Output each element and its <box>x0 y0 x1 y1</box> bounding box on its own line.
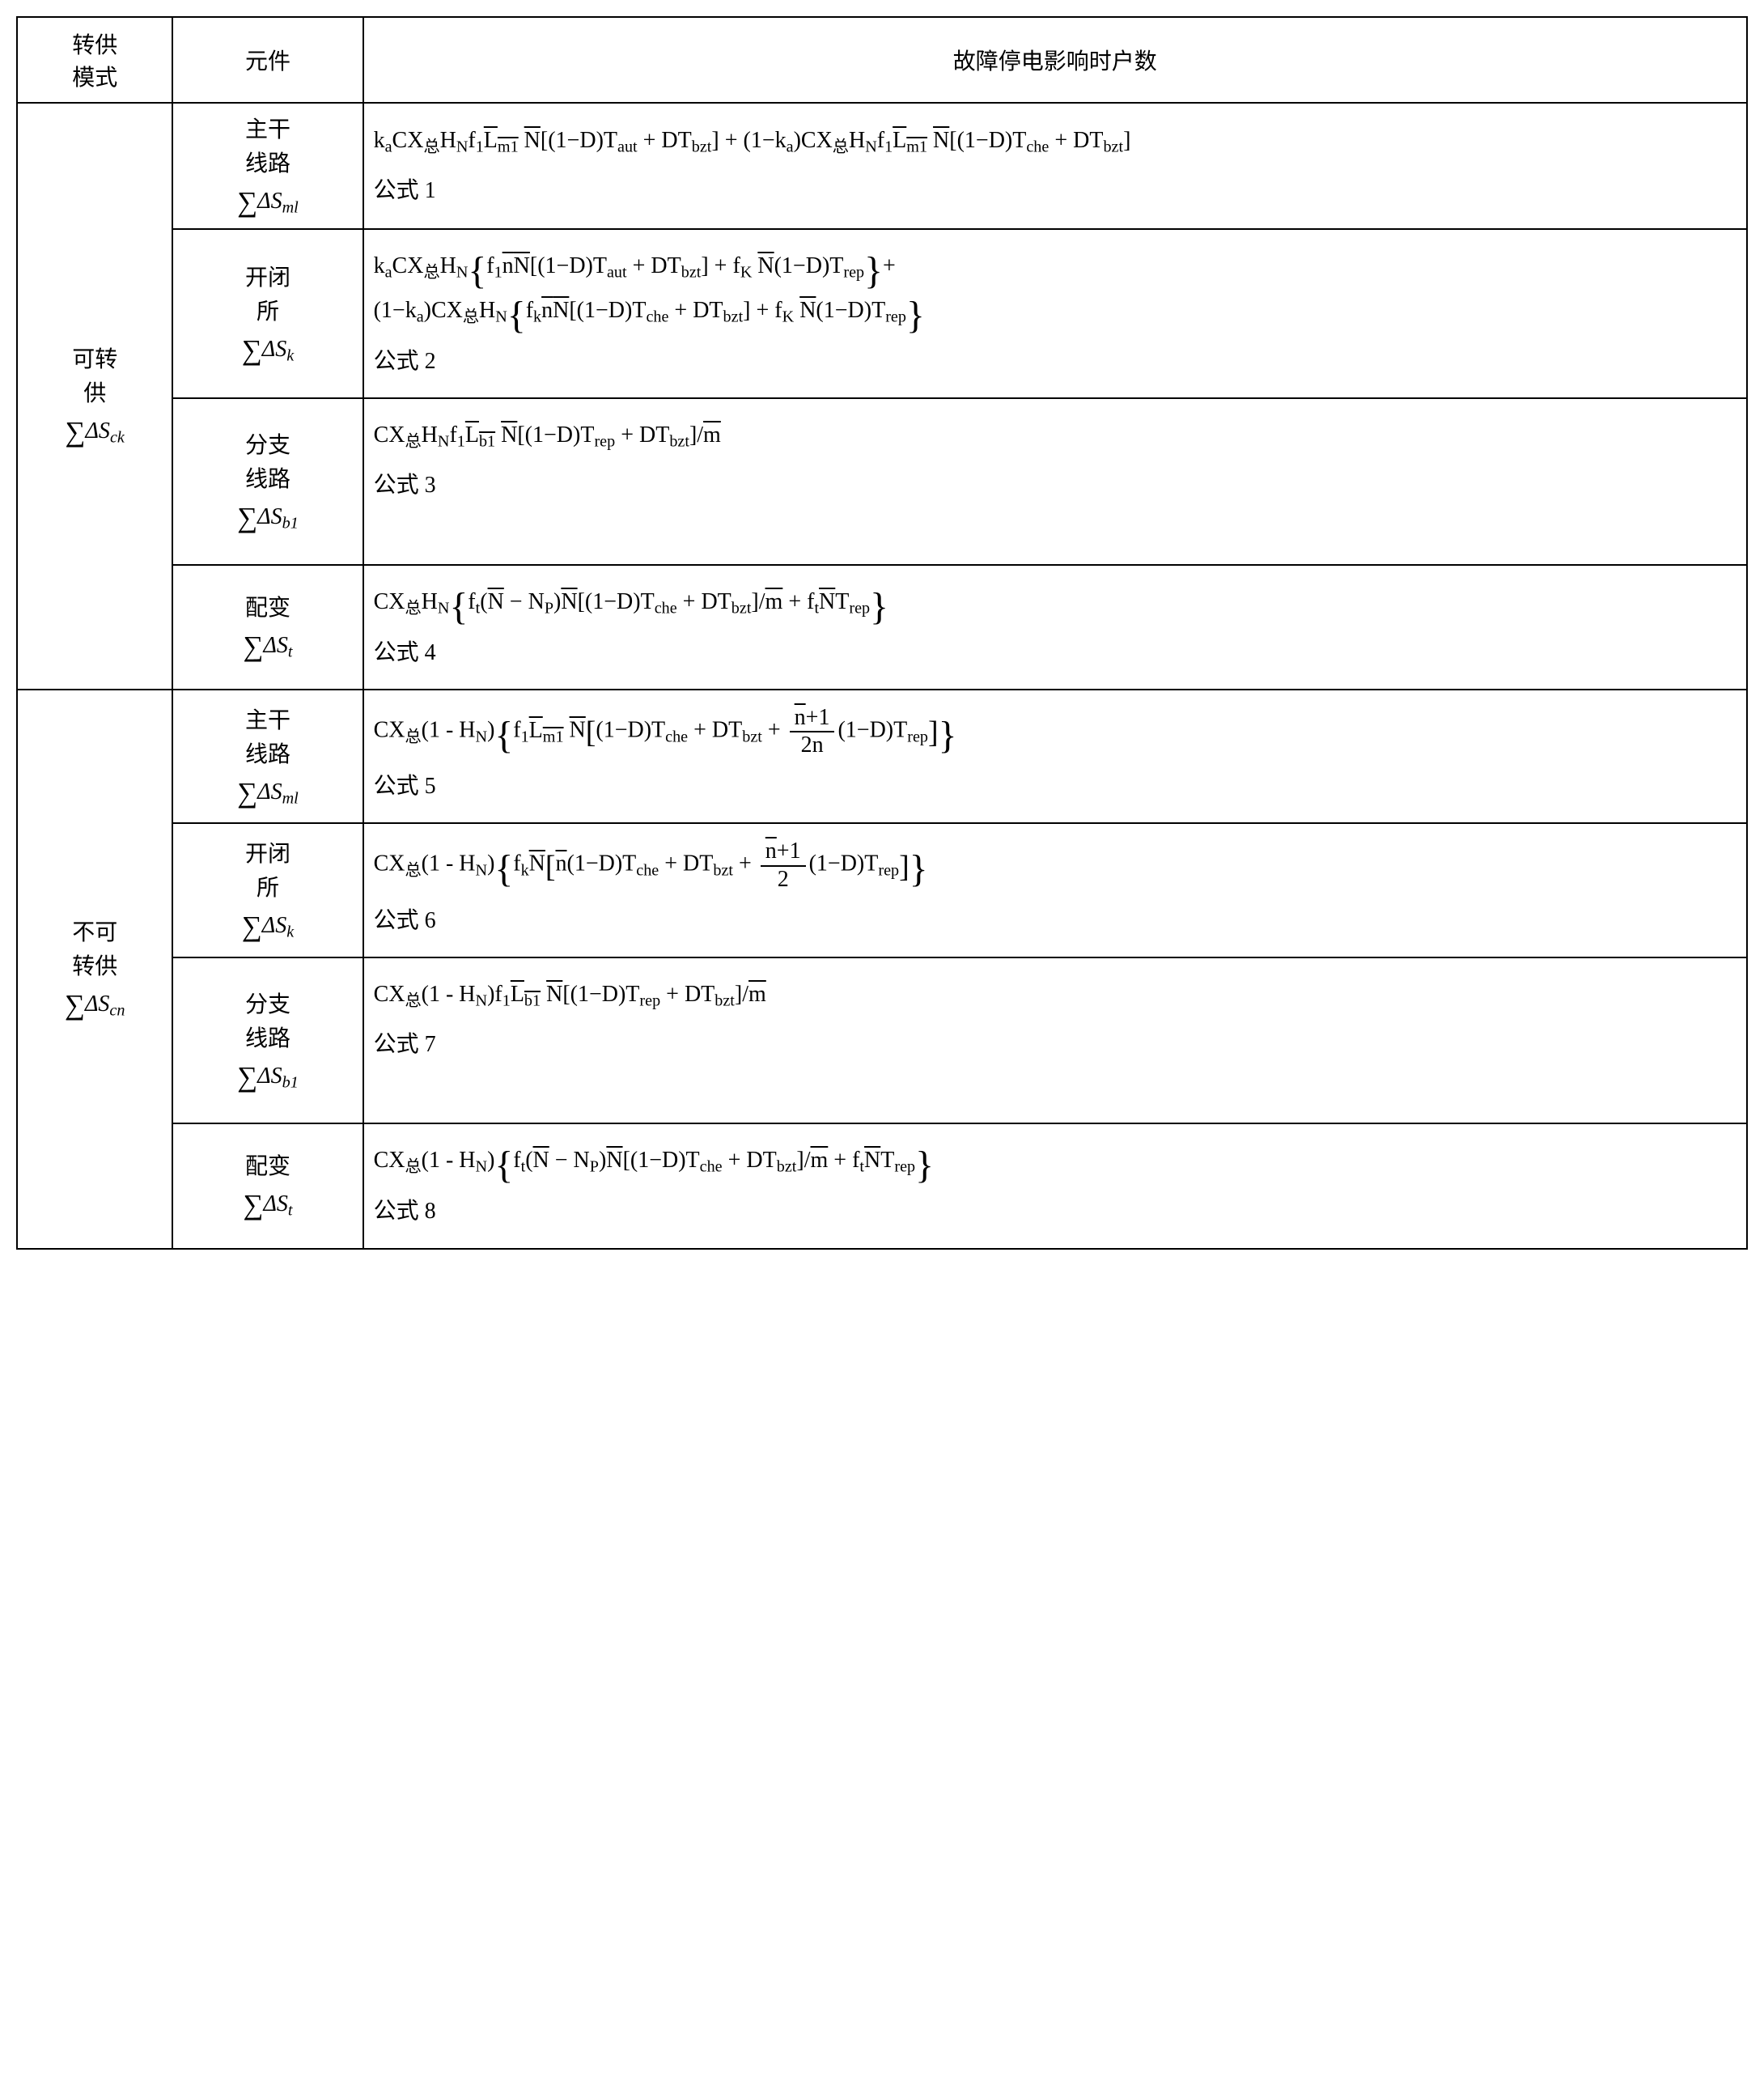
component-label: 配变 <box>180 1150 355 1184</box>
component-cell-branch-line: 分支 线路 ∑ΔSb1 <box>172 398 363 564</box>
formula-expression: CX总(1 - HN){ft(N − NP)N[(1−D)Tche + DTbz… <box>374 1139 1736 1183</box>
component-label: 配变 <box>180 592 355 626</box>
col-header-mode: 转供 模式 <box>17 17 172 103</box>
formula-label: 公式 2 <box>374 340 1736 383</box>
component-cell-switch: 开闭 所 ∑ΔSk <box>172 229 363 398</box>
formula-cell-4: CX总HN{ft(N − NP)N[(1−D)Tche + DTbzt]/m +… <box>363 565 1747 690</box>
col-header-component: 元件 <box>172 17 363 103</box>
component-label: 开闭 所 <box>180 838 355 906</box>
component-symbol: ∑ΔSml <box>180 186 355 219</box>
formula-cell-5: CX总(1 - HN){f1Lm1 N[(1−D)Tche + DTbzt + … <box>363 690 1747 824</box>
component-label: 分支 线路 <box>180 429 355 497</box>
formula-cell-3: CX总HNf1Lb1 N[(1−D)Trep + DTbzt]/m 公式 3 <box>363 398 1747 564</box>
component-cell-transformer: 配变 ∑ΔSt <box>172 1123 363 1248</box>
mode-label: 不可 转供 <box>24 916 165 984</box>
formula-expression: CX总HN{ft(N − NP)N[(1−D)Tche + DTbzt]/m +… <box>374 580 1736 625</box>
table-header-row: 转供 模式 元件 故障停电影响时户数 <box>17 17 1747 103</box>
mode-cell-transferable: 可转 供 ∑ΔSck <box>17 103 172 690</box>
formula-label: 公式 3 <box>374 464 1736 507</box>
component-cell-main-line: 主干 线路 ∑ΔSml <box>172 690 363 824</box>
formula-cell-1: kaCX总HNf1Lm1 N[(1−D)Taut + DTbzt] + (1−k… <box>363 103 1747 229</box>
component-symbol: ∑ΔSt <box>180 630 355 663</box>
table-row: 可转 供 ∑ΔSck 主干 线路 ∑ΔSml kaCX总HNf1Lm1 N[(1… <box>17 103 1747 229</box>
component-label: 分支 线路 <box>180 988 355 1056</box>
formula-label: 公式 5 <box>374 765 1736 808</box>
mode-symbol: ∑ΔScn <box>24 989 165 1021</box>
component-cell-branch-line: 分支 线路 ∑ΔSb1 <box>172 957 363 1123</box>
table-row: 配变 ∑ΔSt CX总(1 - HN){ft(N − NP)N[(1−D)Tch… <box>17 1123 1747 1248</box>
component-label: 主干 线路 <box>180 704 355 772</box>
component-symbol: ∑ΔSb1 <box>180 502 355 534</box>
component-label: 主干 线路 <box>180 113 355 181</box>
table-row: 不可 转供 ∑ΔScn 主干 线路 ∑ΔSml CX总(1 - HN){f1Lm… <box>17 690 1747 824</box>
table-row: 分支 线路 ∑ΔSb1 CX总(1 - HN)f1Lb1 N[(1−D)Trep… <box>17 957 1747 1123</box>
formula-table: 转供 模式 元件 故障停电影响时户数 可转 供 ∑ΔSck 主干 线路 ∑ΔSm… <box>16 16 1748 1250</box>
component-symbol: ∑ΔSb1 <box>180 1061 355 1093</box>
formula-cell-6: CX总(1 - HN){fkN[n(1−D)Tche + DTbzt + n+1… <box>363 823 1747 957</box>
formula-cell-8: CX总(1 - HN){ft(N − NP)N[(1−D)Tche + DTbz… <box>363 1123 1747 1248</box>
table-row: 分支 线路 ∑ΔSb1 CX总HNf1Lb1 N[(1−D)Trep + DTb… <box>17 398 1747 564</box>
mode-label: 可转 供 <box>24 343 165 411</box>
component-label: 开闭 所 <box>180 261 355 329</box>
formula-label: 公式 6 <box>374 899 1736 942</box>
formula-cell-7: CX总(1 - HN)f1Lb1 N[(1−D)Trep + DTbzt]/m … <box>363 957 1747 1123</box>
table-row: 开闭 所 ∑ΔSk CX总(1 - HN){fkN[n(1−D)Tche + D… <box>17 823 1747 957</box>
formula-label: 公式 8 <box>374 1190 1736 1233</box>
formula-expression: kaCX总HN{f1nN[(1−D)Taut + DTbzt] + fK N(1… <box>374 244 1736 333</box>
table-row: 配变 ∑ΔSt CX总HN{ft(N − NP)N[(1−D)Tche + DT… <box>17 565 1747 690</box>
component-symbol: ∑ΔSt <box>180 1189 355 1221</box>
formula-cell-2: kaCX总HN{f1nN[(1−D)Taut + DTbzt] + fK N(1… <box>363 229 1747 398</box>
table-row: 开闭 所 ∑ΔSk kaCX总HN{f1nN[(1−D)Taut + DTbzt… <box>17 229 1747 398</box>
formula-label: 公式 4 <box>374 631 1736 674</box>
component-cell-switch: 开闭 所 ∑ΔSk <box>172 823 363 957</box>
component-symbol: ∑ΔSk <box>180 334 355 367</box>
component-symbol: ∑ΔSml <box>180 777 355 809</box>
component-symbol: ∑ΔSk <box>180 911 355 943</box>
formula-expression: kaCX总HNf1Lm1 N[(1−D)Taut + DTbzt] + (1−k… <box>374 119 1736 163</box>
mode-symbol: ∑ΔSck <box>24 416 165 448</box>
col-header-effect: 故障停电影响时户数 <box>363 17 1747 103</box>
formula-label: 公式 7 <box>374 1023 1736 1066</box>
mode-cell-nontransferable: 不可 转供 ∑ΔScn <box>17 690 172 1249</box>
component-cell-main-line: 主干 线路 ∑ΔSml <box>172 103 363 229</box>
formula-expression: CX总(1 - HN){f1Lm1 N[(1−D)Tche + DTbzt + … <box>374 705 1736 758</box>
formula-label: 公式 1 <box>374 169 1736 212</box>
component-cell-transformer: 配变 ∑ΔSt <box>172 565 363 690</box>
formula-expression: CX总(1 - HN){fkN[n(1−D)Tche + DTbzt + n+1… <box>374 838 1736 892</box>
formula-expression: CX总(1 - HN)f1Lb1 N[(1−D)Trep + DTbzt]/m <box>374 973 1736 1017</box>
formula-expression: CX总HNf1Lb1 N[(1−D)Trep + DTbzt]/m <box>374 414 1736 457</box>
